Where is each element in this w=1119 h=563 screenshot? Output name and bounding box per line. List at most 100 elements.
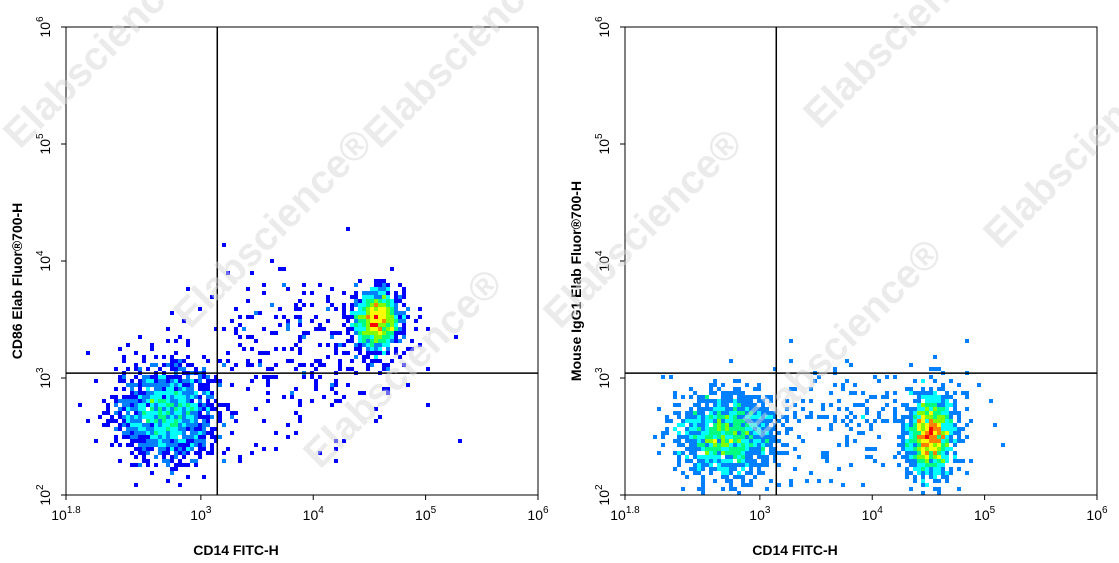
density-point <box>693 463 697 467</box>
density-point <box>849 391 853 395</box>
density-point <box>122 407 126 411</box>
density-point <box>701 423 705 427</box>
density-point <box>721 435 725 439</box>
density-point <box>717 447 721 451</box>
density-point <box>929 367 933 371</box>
density-point <box>913 427 917 431</box>
density-point <box>793 467 797 471</box>
density-point <box>274 447 278 451</box>
density-point <box>757 407 761 411</box>
density-point <box>182 431 186 435</box>
density-point <box>741 455 745 459</box>
density-point <box>354 291 358 295</box>
density-point <box>909 363 913 367</box>
density-point <box>114 411 118 415</box>
density-point <box>378 283 382 287</box>
density-point <box>286 319 290 323</box>
density-point <box>737 435 741 439</box>
density-point <box>749 463 753 467</box>
density-point <box>757 447 761 451</box>
density-point <box>893 391 897 395</box>
density-point <box>853 403 857 407</box>
density-point <box>382 327 386 331</box>
density-point <box>953 391 957 395</box>
density-point <box>342 311 346 315</box>
density-point <box>861 431 865 435</box>
density-point <box>949 403 953 407</box>
density-point <box>921 407 925 411</box>
density-point <box>130 431 134 435</box>
density-point <box>186 287 190 291</box>
density-point <box>821 451 825 455</box>
density-point <box>909 439 913 443</box>
density-point <box>198 455 202 459</box>
density-point <box>733 443 737 447</box>
density-point <box>737 411 741 415</box>
density-point <box>665 419 669 423</box>
density-point <box>358 315 362 319</box>
density-point <box>761 471 765 475</box>
density-point <box>917 447 921 451</box>
density-point <box>861 403 865 407</box>
density-point <box>170 455 174 459</box>
density-point <box>86 351 90 355</box>
density-point <box>142 359 146 363</box>
density-point <box>362 307 366 311</box>
density-point <box>865 407 869 411</box>
density-point <box>162 427 166 431</box>
x-tick-label: 106 <box>527 505 549 523</box>
density-point <box>909 407 913 411</box>
density-point <box>773 367 777 371</box>
density-point <box>693 427 697 431</box>
density-point <box>206 379 210 383</box>
density-point <box>206 431 210 435</box>
density-point <box>753 403 757 407</box>
density-point <box>182 455 186 459</box>
density-point <box>945 459 949 463</box>
density-point <box>737 379 741 383</box>
density-point <box>921 395 925 399</box>
density-point <box>813 379 817 383</box>
density-point <box>913 379 917 383</box>
density-point <box>769 415 773 419</box>
density-point <box>406 383 410 387</box>
density-point <box>186 451 190 455</box>
density-point <box>410 347 414 351</box>
density-point <box>374 279 378 283</box>
density-point <box>909 435 913 439</box>
density-point <box>893 455 897 459</box>
density-point <box>150 415 154 419</box>
density-point <box>190 363 194 367</box>
density-point <box>134 447 138 451</box>
density-point <box>298 307 302 311</box>
density-point <box>174 375 178 379</box>
density-point <box>190 427 194 431</box>
density-point <box>198 431 202 435</box>
density-point <box>174 407 178 411</box>
density-point <box>370 303 374 307</box>
density-point <box>134 395 138 399</box>
density-point <box>334 343 338 347</box>
density-point <box>130 387 134 391</box>
density-point <box>374 335 378 339</box>
density-point <box>949 471 953 475</box>
x-tick-label: 106 <box>1086 505 1108 523</box>
density-point <box>158 443 162 447</box>
density-point <box>454 335 458 339</box>
density-point <box>829 391 833 395</box>
density-point <box>677 463 681 467</box>
density-point <box>374 315 378 319</box>
density-point <box>254 443 258 447</box>
density-point <box>681 471 685 475</box>
density-point <box>705 455 709 459</box>
density-point <box>370 299 374 303</box>
density-point <box>218 403 222 407</box>
density-point <box>713 447 717 451</box>
density-point <box>178 359 182 363</box>
density-point <box>158 379 162 383</box>
density-point <box>881 463 885 467</box>
density-point <box>921 467 925 471</box>
density-point <box>170 367 174 371</box>
density-point <box>382 287 386 291</box>
density-point <box>685 415 689 419</box>
